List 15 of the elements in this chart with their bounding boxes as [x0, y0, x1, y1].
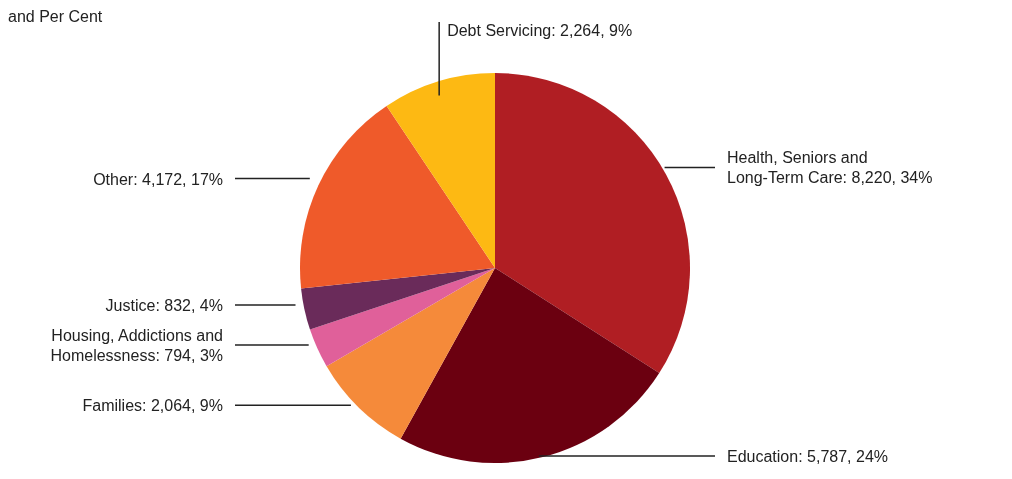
slice-label: Housing, Addictions and Homelessness: 794, 3% — [50, 327, 223, 365]
pie-slice — [400, 268, 660, 463]
pie-slice — [326, 268, 495, 439]
slice-label: Health, Seniors and Long-Term Care: 8,220, 34% — [727, 149, 933, 187]
slice-label: Education: 5,787, 24% — [727, 447, 889, 465]
pie-slice — [301, 268, 495, 330]
pie-slice — [300, 105, 495, 289]
pie-slice — [386, 73, 495, 268]
slice-label: Other: 4,172, 17% — [93, 170, 223, 188]
slice-label: Families: 2,064, 9% — [82, 397, 223, 415]
slice-label: Justice: 832, 4% — [105, 297, 223, 315]
chart-title: and Per Cent — [8, 8, 103, 25]
pie-slice — [495, 73, 690, 374]
pie-slice — [309, 268, 495, 367]
slice-label: Debt Servicing: 2,264, 9% — [447, 22, 633, 39]
